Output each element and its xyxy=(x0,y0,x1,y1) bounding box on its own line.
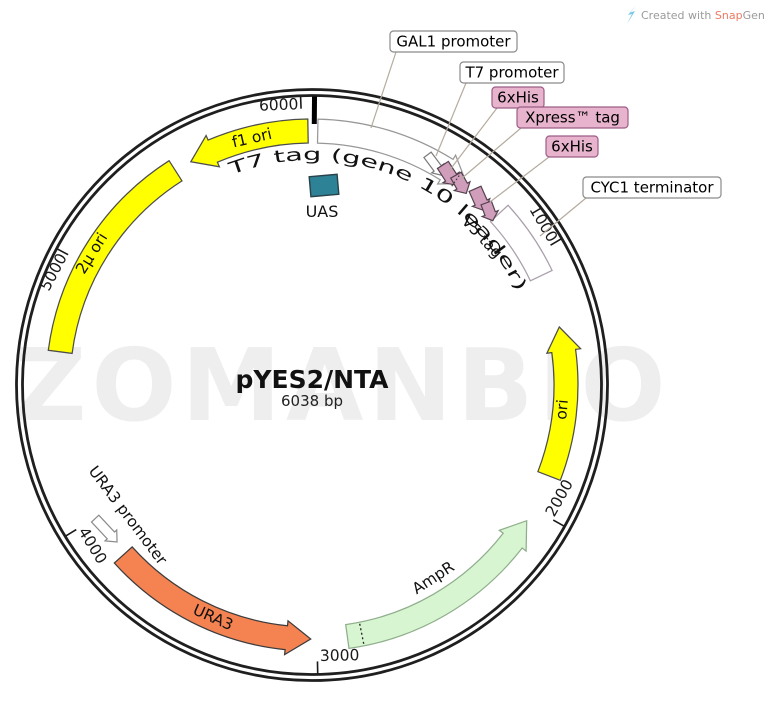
callout-label-6xhis-c: 6xHis xyxy=(551,138,593,156)
feature-label-ori: ori xyxy=(552,399,572,421)
callout-line-gal1-promoter xyxy=(370,51,397,129)
t7-tag-curved-label: T7 tag (gene 10 leader) xyxy=(225,145,531,294)
backbone-ring-inner xyxy=(21,94,603,676)
uas-label: UAS xyxy=(306,202,339,221)
feature-xpress-tag-arrow xyxy=(449,171,472,195)
tick-label-3000: 3000 xyxy=(320,646,360,665)
feature-6xhis-c-arrow xyxy=(480,200,500,222)
tick-1000 xyxy=(550,238,562,246)
feature-f1-ori xyxy=(189,118,309,168)
callout-box-6xhis-c xyxy=(545,135,599,158)
tick-5000 xyxy=(57,248,69,256)
feature-ampr xyxy=(344,519,528,650)
feature-ura3-promoter-arrow xyxy=(90,514,118,543)
callout-line-6xhis-c xyxy=(489,156,550,203)
tick-4000 xyxy=(65,528,77,537)
callout-label-6xhis-n: 6xHis xyxy=(497,89,539,107)
tick-label-6000: 6000 xyxy=(259,95,299,115)
feature-ura3 xyxy=(113,546,312,656)
callout-line-cyc1-terminator xyxy=(539,197,587,237)
snapgene-flame-icon xyxy=(627,4,637,24)
plasmid-name: pYES2/NTA xyxy=(236,365,390,394)
plasmid-size: 6038 bp xyxy=(281,392,343,410)
callout-label-xpress-tag: Xpress™ tag xyxy=(525,109,620,127)
callout-box-t7-promoter xyxy=(459,61,565,84)
feature-arrows xyxy=(47,118,582,656)
small-feature-arrows xyxy=(90,151,500,543)
feature-2u-ori xyxy=(47,159,183,355)
callout-box-xpress-tag xyxy=(516,106,629,129)
feature-uas-box xyxy=(308,173,340,198)
callout-box-gal1-promoter xyxy=(389,30,518,53)
callout-box-cyc1-terminator xyxy=(582,176,722,199)
callout-label-t7-promoter: T7 promoter xyxy=(464,64,559,82)
feature-cyc1-terminator-box xyxy=(489,204,553,282)
callout-line-xpress-tag xyxy=(460,127,522,180)
tick-2000 xyxy=(552,519,565,527)
position-ticks xyxy=(57,96,565,674)
callout-line-t7-promoter xyxy=(435,82,467,157)
callout-label-boxes: GAL1 promoter T7 promoter 6xHis Xpress™ tag… xyxy=(389,30,722,199)
backbone-ring-outer xyxy=(15,88,609,682)
callout-label-gal1-promoter: GAL1 promoter xyxy=(396,33,511,51)
snapgene-credit: Created with SnapGene® xyxy=(627,4,765,24)
plasmid-backbone-rings xyxy=(15,88,609,682)
dotted-divider-0 xyxy=(451,173,461,187)
callout-lines xyxy=(370,51,587,237)
callout-label-cyc1-terminator: CYC1 terminator xyxy=(590,179,714,197)
uas-element: UAS xyxy=(306,173,340,221)
feature-dividers xyxy=(451,173,461,187)
feature-ori xyxy=(537,325,582,482)
credit-text: Created with SnapGene® xyxy=(641,8,765,22)
feature-ampr-dashed-divider xyxy=(359,623,365,645)
callout-line-6xhis-n xyxy=(448,107,498,172)
map-title-block: pYES2/NTA 6038 bp xyxy=(236,365,390,410)
